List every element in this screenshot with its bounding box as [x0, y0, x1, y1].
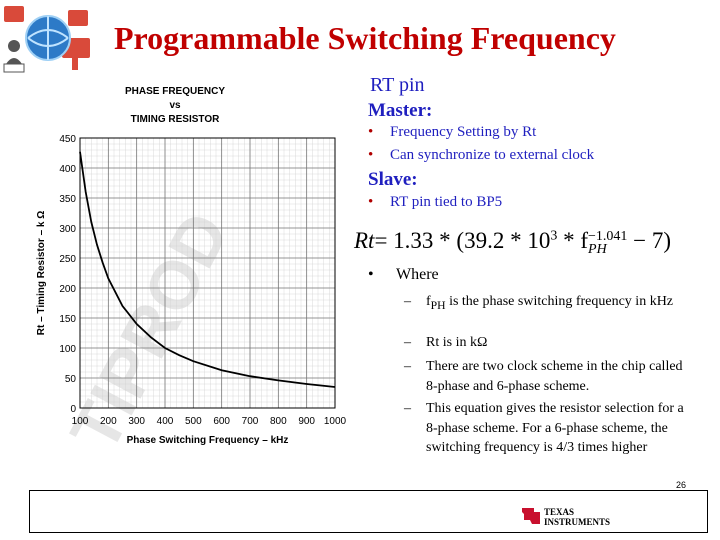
x-tick-label: 400 — [157, 416, 174, 427]
x-tick-label: 1000 — [324, 416, 347, 427]
series-line — [79, 151, 336, 388]
chart-title-line: TIMING RESISTOR — [131, 114, 220, 125]
where-item: – This equation gives the resistor select… — [404, 401, 684, 455]
chart-title-line: PHASE FREQUENCY — [125, 86, 225, 97]
y-tick-label: 200 — [59, 284, 76, 295]
svg-text:INSTRUMENTS: INSTRUMENTS — [544, 517, 610, 527]
x-tick-label: 700 — [242, 416, 259, 427]
y-tick-label: 50 — [65, 374, 77, 385]
page-number: 26 — [676, 480, 687, 490]
svg-text:TEXAS: TEXAS — [544, 507, 574, 517]
x-tick-label: 100 — [72, 416, 89, 427]
plot-frame — [79, 137, 336, 409]
y-tick-label: 250 — [59, 254, 76, 265]
rt-equation: Rt= 1.33 * (39.2 * 103 * f −1.041 PH − 7) — [354, 228, 672, 257]
x-tick-label: 300 — [128, 416, 145, 427]
where-item: – fPH is the phase switching frequency i… — [404, 294, 674, 312]
y-tick-label: 300 — [59, 224, 76, 235]
texas-instruments-logo: TEXAS INSTRUMENTS — [522, 507, 610, 527]
y-tick-label: 350 — [59, 194, 76, 205]
slide-title: Programmable Switching Frequency — [114, 20, 616, 56]
x-tick-label: 500 — [185, 416, 202, 427]
y-tick-label: 150 — [59, 314, 76, 325]
where-item: – Rt is in kΩ — [404, 335, 488, 350]
y-tick-label: 450 — [59, 134, 76, 145]
rt-pin-heading: RT pin — [370, 74, 425, 96]
footer-box — [29, 490, 708, 533]
master-bullet: • Can synchronize to external clock — [368, 147, 595, 163]
slave-bullet: • RT pin tied to BP5 — [368, 194, 503, 210]
chart-axes — [79, 137, 336, 409]
x-axis-label: Phase Switching Frequency – kHz — [127, 435, 289, 446]
master-heading: Master: — [368, 100, 433, 121]
y-tick-label: 0 — [70, 404, 76, 415]
presentation-logo-icon — [3, 6, 90, 73]
x-tick-label: 200 — [100, 416, 117, 427]
where-label: • Where — [368, 266, 439, 283]
master-bullet: • Frequency Setting by Rt — [368, 124, 537, 140]
chart-title-line: vs — [169, 100, 181, 111]
y-tick-label: 400 — [59, 164, 76, 175]
slave-heading: Slave: — [368, 169, 418, 190]
where-item: – There are two clock scheme in the chip … — [404, 359, 683, 394]
x-tick-label: 800 — [270, 416, 287, 427]
x-tick-label: 600 — [213, 416, 230, 427]
y-tick-label: 100 — [59, 344, 76, 355]
y-axis-label: Rt – Timing Resistor – k Ω — [36, 211, 47, 336]
x-tick-label: 900 — [298, 416, 315, 427]
